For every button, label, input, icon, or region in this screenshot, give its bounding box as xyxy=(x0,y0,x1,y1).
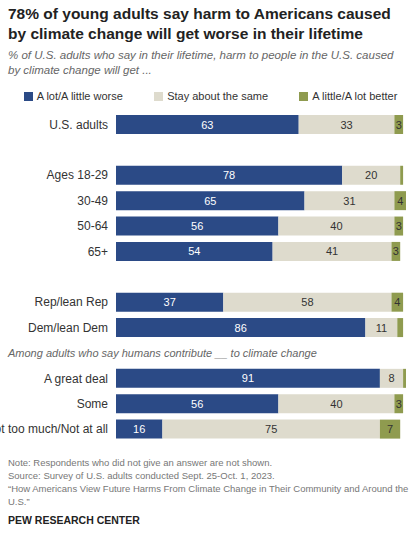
svg-text:33: 33 xyxy=(340,119,352,131)
html-text:78% of young adults say harm t: 78% of young adults say harm to American… xyxy=(8,5,391,42)
html-text:Note: Respondents who did not: Note: Respondents who did not give an an… xyxy=(8,457,273,468)
svg-text:Ages 18-29: Ages 18-29 xyxy=(47,168,109,182)
svg-text:63: 63 xyxy=(201,119,213,131)
svg-text:37: 37 xyxy=(164,296,176,308)
svg-text:3: 3 xyxy=(396,220,402,232)
svg-text:58: 58 xyxy=(301,296,313,308)
html-text:“How Americans View Future Har: “How Americans View Future Harms From Cl… xyxy=(8,483,409,507)
svg-text:U.S. adults: U.S. adults xyxy=(49,118,108,132)
svg-text:3: 3 xyxy=(396,398,402,410)
svg-text:78: 78 xyxy=(223,169,235,181)
svg-text:4: 4 xyxy=(397,195,403,207)
svg-text:41: 41 xyxy=(326,245,338,257)
html-text:Stay about the same: Stay about the same xyxy=(167,90,268,102)
svg-text:3: 3 xyxy=(393,245,399,257)
html-text:Source: Survey of U.S. adults: Source: Survey of U.S. adults conducted … xyxy=(8,470,275,481)
svg-text:3: 3 xyxy=(396,119,402,131)
html-text:PEW RESEARCH CENTER: PEW RESEARCH CENTER xyxy=(8,514,140,526)
svg-text:40: 40 xyxy=(330,398,342,410)
svg-text:30-49: 30-49 xyxy=(77,194,108,208)
svg-text:A great deal: A great deal xyxy=(44,372,108,386)
svg-text:20: 20 xyxy=(365,169,377,181)
svg-text:75: 75 xyxy=(265,423,277,435)
svg-text:56: 56 xyxy=(191,220,203,232)
svg-text:54: 54 xyxy=(188,245,200,257)
svg-text:Not too much/Not at all: Not too much/Not at all xyxy=(8,422,108,436)
svg-text:65+: 65+ xyxy=(88,245,108,259)
svg-text:56: 56 xyxy=(191,398,203,410)
svg-text:31: 31 xyxy=(343,195,355,207)
svg-text:50-64: 50-64 xyxy=(77,219,108,233)
svg-text:91: 91 xyxy=(242,372,254,384)
html-text:% of U.S. adults who say in th: % of U.S. adults who say in their lifeti… xyxy=(8,49,394,76)
svg-text:Some: Some xyxy=(77,397,109,411)
svg-text:65: 65 xyxy=(204,195,216,207)
svg-text:Dem/lean Dem: Dem/lean Dem xyxy=(28,321,108,335)
svg-text:40: 40 xyxy=(330,220,342,232)
html-text:A little/A lot better: A little/A lot better xyxy=(312,90,398,102)
svg-text:7: 7 xyxy=(387,423,393,435)
svg-text:4: 4 xyxy=(394,296,400,308)
svg-text:Among adults who say humans co: Among adults who say humans contribute _… xyxy=(8,347,317,359)
html-text:A lot/A little worse: A lot/A little worse xyxy=(36,90,123,102)
svg-text:86: 86 xyxy=(235,322,247,334)
svg-text:11: 11 xyxy=(376,322,387,334)
svg-text:16: 16 xyxy=(133,423,145,435)
svg-text:8: 8 xyxy=(388,372,394,384)
svg-text:Rep/lean Rep: Rep/lean Rep xyxy=(35,295,109,309)
